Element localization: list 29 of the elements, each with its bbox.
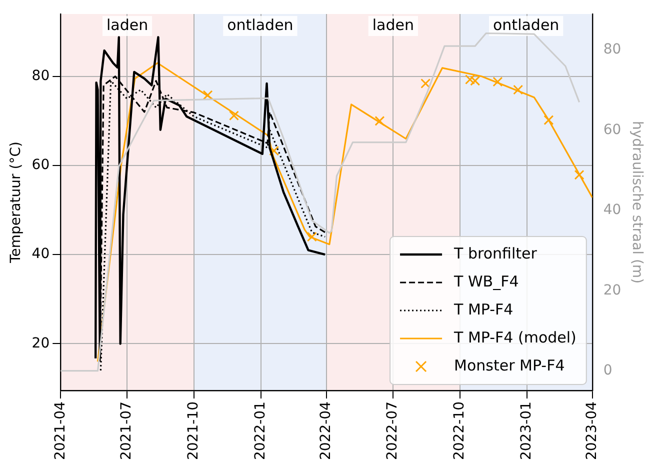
x-tick-label: 2022-01 — [252, 402, 269, 460]
band-label: laden — [372, 16, 414, 34]
legend-label: Monster MP-F4 — [454, 356, 565, 374]
x-tick-label: 2023-04 — [584, 401, 600, 460]
legend-label: T MP-F4 — [453, 300, 514, 318]
y-axis-title: Temperatuur (°C) — [8, 142, 24, 264]
y-tick-label: 20 — [32, 335, 50, 352]
x-tick-label: 2021-07 — [118, 402, 135, 460]
x-tick-label: 2022-04 — [318, 401, 334, 460]
x-tick-label: 2022-10 — [451, 402, 468, 460]
band-label: laden — [106, 16, 148, 34]
legend-label: T WB_F4 — [453, 272, 519, 290]
band-label: ontladen — [493, 16, 560, 34]
y-tick-label: 80 — [32, 68, 50, 84]
x-tick-label: 2021-04 — [52, 401, 68, 460]
legend-label: T bronfilter — [453, 244, 538, 262]
y-tick-label: 60 — [32, 157, 50, 174]
y2-tick-label: 20 — [603, 282, 622, 298]
x-tick-label: 2023-01 — [518, 402, 534, 460]
y2-axis-title: hydraulische straal (m) — [628, 120, 645, 284]
legend-label: T MP-F4 (model) — [453, 328, 576, 346]
x-tick-label: 2022-07 — [384, 402, 400, 460]
x-tick-label: 2021-10 — [186, 402, 202, 460]
y2-tick-label: 80 — [603, 42, 622, 58]
y-tick-label: 40 — [32, 246, 50, 262]
y2-tick-label: 40 — [603, 202, 622, 218]
y2-tick-label: 0 — [603, 362, 612, 378]
band-label: ontladen — [227, 16, 294, 34]
y2-tick-label: 60 — [603, 122, 622, 138]
